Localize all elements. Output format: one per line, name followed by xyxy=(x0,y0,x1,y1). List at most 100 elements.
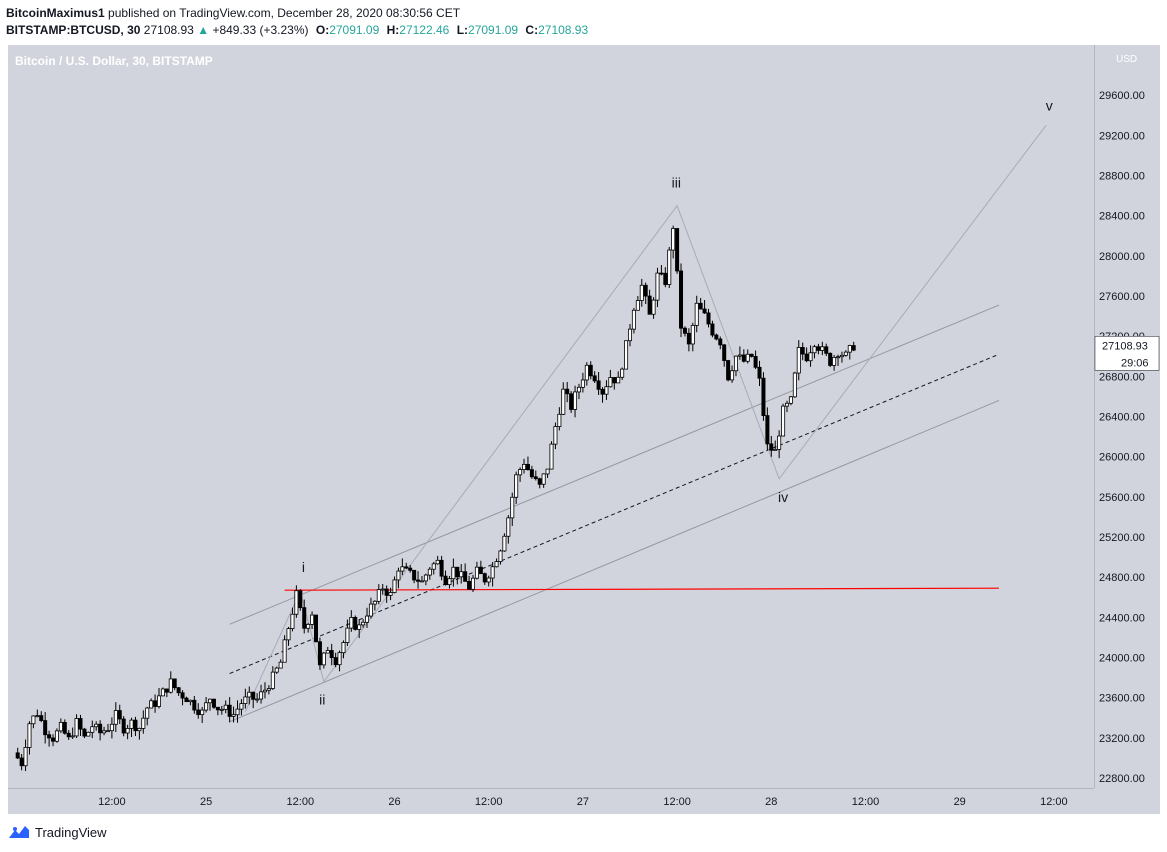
price-tick-label: 24800.00 xyxy=(1099,572,1145,584)
candle-body xyxy=(153,700,158,707)
candle-body xyxy=(231,714,236,717)
candle-body xyxy=(773,448,778,451)
time-axis[interactable] xyxy=(8,788,1160,814)
price-tick-label: 27600.00 xyxy=(1099,291,1145,303)
price-tick-label: 28000.00 xyxy=(1099,251,1145,263)
close-value: 27108.93 xyxy=(538,23,589,37)
candle-body xyxy=(361,621,366,626)
candle-body xyxy=(698,302,703,310)
candle-body xyxy=(270,671,275,689)
candle-body xyxy=(631,309,636,330)
candle-body xyxy=(800,347,805,355)
candle-body xyxy=(282,639,287,663)
candle-body xyxy=(368,603,373,617)
candle-body xyxy=(667,249,672,285)
candle-body xyxy=(156,695,161,707)
candle-body xyxy=(474,566,479,579)
wave-label[interactable]: iv xyxy=(778,489,788,505)
candle-body xyxy=(573,391,578,410)
candle-body xyxy=(812,346,817,354)
last-price: 27108.93 xyxy=(143,23,194,37)
candle-body xyxy=(796,347,801,374)
candle-body xyxy=(313,614,318,643)
candle-body xyxy=(117,710,122,720)
candle-body xyxy=(608,377,613,388)
high-label: H: xyxy=(386,23,400,37)
published-text: published on TradingView.com, December 2… xyxy=(108,6,461,20)
candle-body xyxy=(380,588,385,591)
candle-body xyxy=(325,650,330,654)
candle-body xyxy=(365,615,370,623)
candle-body xyxy=(129,719,134,729)
candle-body xyxy=(416,579,421,582)
publisher-name[interactable]: BitcoinMaximus1 xyxy=(6,6,105,20)
candle-body xyxy=(200,709,205,716)
candle-body xyxy=(333,657,338,666)
wave-label[interactable]: ii xyxy=(319,692,325,708)
candle-body xyxy=(329,650,334,658)
candle-body xyxy=(19,757,24,767)
price-change: +849.33 (+3.23%) xyxy=(212,23,309,37)
last-price-tag-value: 27108.93 xyxy=(1102,340,1148,352)
candle-body xyxy=(553,426,558,445)
candle-body xyxy=(310,614,315,625)
candle-body xyxy=(149,700,154,709)
tradingview-footer[interactable]: TradingView xyxy=(8,824,107,840)
candle-body xyxy=(125,727,130,734)
candle-body xyxy=(643,284,648,297)
candle-body xyxy=(765,415,770,445)
candle-body xyxy=(384,588,389,596)
candle-body xyxy=(412,569,417,581)
plot-area[interactable] xyxy=(8,45,1094,788)
support-line[interactable] xyxy=(284,587,999,591)
candle-body xyxy=(671,228,676,251)
candle-body xyxy=(388,592,393,596)
price-tick-label: 26800.00 xyxy=(1099,371,1145,383)
candle-body xyxy=(753,356,758,368)
candle-body xyxy=(180,692,185,699)
candle-body xyxy=(427,568,432,576)
channel-line-lower[interactable] xyxy=(229,399,1000,723)
candle-body xyxy=(35,715,40,718)
candle-body xyxy=(757,366,762,379)
candle-body xyxy=(824,346,829,354)
candle-body xyxy=(616,376,621,384)
candle-body xyxy=(745,353,750,362)
candle-body xyxy=(518,469,523,476)
candle-body xyxy=(298,590,303,609)
candle-body xyxy=(435,559,440,565)
candle-body xyxy=(259,691,264,700)
candle-body xyxy=(722,344,727,361)
wave-label[interactable]: i xyxy=(302,559,305,575)
open-label: O: xyxy=(315,23,330,37)
candle-body xyxy=(290,613,295,629)
elliott-wave-path[interactable] xyxy=(244,125,1047,712)
candle-body xyxy=(27,723,32,748)
time-tick-label: 12:00 xyxy=(475,796,503,808)
candle-body xyxy=(502,535,507,552)
candle-body xyxy=(133,719,138,732)
candle-body xyxy=(31,715,36,725)
candle-body xyxy=(541,473,546,485)
candle-body xyxy=(455,566,460,578)
candle-body xyxy=(141,717,146,729)
candle-body xyxy=(176,687,181,694)
candle-body xyxy=(98,723,103,734)
time-tick-label: 12:00 xyxy=(1040,796,1068,808)
candle-body xyxy=(23,747,28,767)
candle-body xyxy=(659,272,664,275)
candle-body xyxy=(706,312,711,325)
price-axis[interactable] xyxy=(1094,45,1160,788)
price-tick-label: 24400.00 xyxy=(1099,612,1145,624)
candle-body xyxy=(306,624,311,629)
bar-countdown: 29:06 xyxy=(1121,357,1149,369)
candle-body xyxy=(321,652,326,666)
wave-label[interactable]: v xyxy=(1046,97,1053,113)
wave-label[interactable]: iii xyxy=(672,175,681,191)
candle-body xyxy=(510,496,515,519)
candle-body xyxy=(820,346,825,351)
channel-line-middle[interactable] xyxy=(229,353,1000,674)
candle-body xyxy=(459,571,464,578)
candle-body xyxy=(372,600,377,605)
